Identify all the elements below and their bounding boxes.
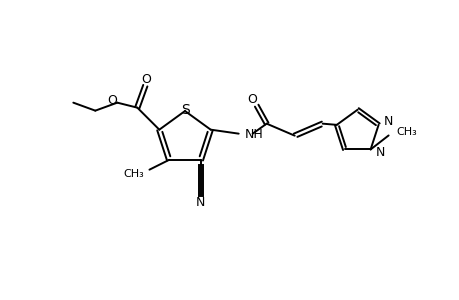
Text: CH₃: CH₃ bbox=[396, 128, 416, 137]
Text: N: N bbox=[196, 196, 205, 209]
Text: N: N bbox=[383, 116, 392, 128]
Text: O: O bbox=[141, 73, 151, 86]
Text: O: O bbox=[107, 94, 117, 107]
Text: N: N bbox=[375, 146, 384, 159]
Text: O: O bbox=[247, 93, 257, 106]
Text: NH: NH bbox=[244, 128, 263, 141]
Text: S: S bbox=[181, 103, 190, 117]
Text: CH₃: CH₃ bbox=[123, 169, 144, 179]
